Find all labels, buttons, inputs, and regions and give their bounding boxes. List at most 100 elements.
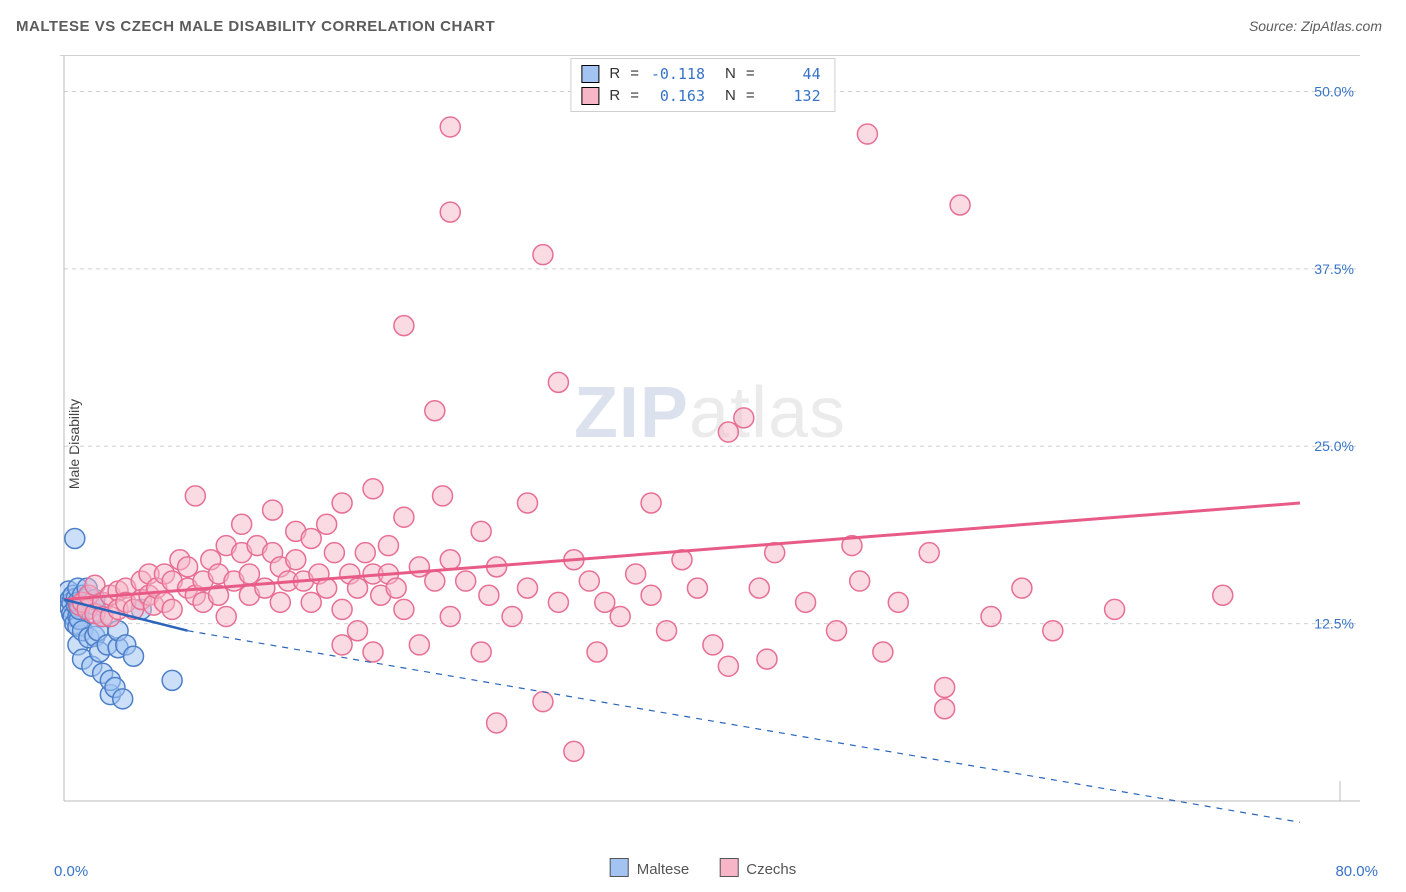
data-point-czechs bbox=[394, 507, 414, 527]
data-point-czechs bbox=[440, 550, 460, 570]
data-point-czechs bbox=[409, 557, 429, 577]
data-point-czechs bbox=[348, 621, 368, 641]
chart-area: Male Disability ZIPatlas 12.5%25.0%37.5%… bbox=[60, 55, 1360, 831]
data-point-czechs bbox=[873, 642, 893, 662]
data-point-czechs bbox=[440, 202, 460, 222]
data-point-czechs bbox=[232, 514, 252, 534]
data-point-czechs bbox=[456, 571, 476, 591]
data-point-czechs bbox=[332, 599, 352, 619]
data-point-czechs bbox=[1213, 585, 1233, 605]
data-point-czechs bbox=[301, 592, 321, 612]
data-point-czechs bbox=[324, 543, 344, 563]
data-point-czechs bbox=[471, 521, 491, 541]
data-point-maltese bbox=[162, 670, 182, 690]
data-point-czechs bbox=[502, 607, 522, 627]
legend-row-czechs: R = 0.163 N = 132 bbox=[581, 85, 820, 107]
y-tick-label: 37.5% bbox=[1314, 261, 1354, 277]
data-point-maltese bbox=[65, 528, 85, 548]
data-point-czechs bbox=[409, 635, 429, 655]
data-point-czechs bbox=[425, 401, 445, 421]
data-point-czechs bbox=[981, 607, 1001, 627]
data-point-czechs bbox=[386, 578, 406, 598]
data-point-czechs bbox=[641, 493, 661, 513]
data-point-czechs bbox=[587, 642, 607, 662]
r-value-maltese: -0.118 bbox=[649, 63, 705, 85]
swatch-maltese bbox=[581, 65, 599, 83]
data-point-czechs bbox=[255, 578, 275, 598]
data-point-czechs bbox=[317, 514, 337, 534]
data-point-czechs bbox=[703, 635, 723, 655]
data-point-czechs bbox=[332, 635, 352, 655]
data-point-czechs bbox=[850, 571, 870, 591]
r-value-czechs: 0.163 bbox=[649, 85, 705, 107]
data-point-czechs bbox=[518, 493, 538, 513]
data-point-czechs bbox=[657, 621, 677, 641]
correlation-legend: R = -0.118 N = 44 R = 0.163 N = 132 bbox=[570, 58, 835, 112]
data-point-czechs bbox=[332, 493, 352, 513]
trendline-maltese-extrapolated bbox=[188, 631, 1300, 823]
data-point-czechs bbox=[548, 372, 568, 392]
data-point-czechs bbox=[641, 585, 661, 605]
data-point-czechs bbox=[433, 486, 453, 506]
data-point-czechs bbox=[857, 124, 877, 144]
data-point-czechs bbox=[734, 408, 754, 428]
data-point-czechs bbox=[935, 699, 955, 719]
data-point-czechs bbox=[394, 599, 414, 619]
data-point-czechs bbox=[757, 649, 777, 669]
data-point-czechs bbox=[564, 741, 584, 761]
data-point-czechs bbox=[626, 564, 646, 584]
data-point-czechs bbox=[270, 592, 290, 612]
data-point-czechs bbox=[1012, 578, 1032, 598]
data-point-czechs bbox=[935, 677, 955, 697]
y-tick-label: 25.0% bbox=[1314, 438, 1354, 454]
data-point-czechs bbox=[378, 536, 398, 556]
data-point-czechs bbox=[610, 607, 630, 627]
data-point-czechs bbox=[239, 564, 259, 584]
data-point-czechs bbox=[440, 117, 460, 137]
data-point-czechs bbox=[394, 316, 414, 336]
data-point-maltese bbox=[124, 646, 144, 666]
data-point-czechs bbox=[796, 592, 816, 612]
swatch-icon bbox=[719, 858, 738, 877]
data-point-czechs bbox=[348, 578, 368, 598]
data-point-czechs bbox=[718, 422, 738, 442]
data-point-czechs bbox=[533, 245, 553, 265]
swatch-icon bbox=[610, 858, 629, 877]
y-tick-label: 50.0% bbox=[1314, 83, 1354, 99]
data-point-czechs bbox=[687, 578, 707, 598]
legend-item-czechs: Czechs bbox=[719, 858, 796, 878]
data-point-czechs bbox=[749, 578, 769, 598]
data-point-czechs bbox=[162, 599, 182, 619]
data-point-czechs bbox=[479, 585, 499, 605]
data-point-czechs bbox=[518, 578, 538, 598]
data-point-czechs bbox=[827, 621, 847, 641]
y-tick-label: 12.5% bbox=[1314, 616, 1354, 632]
source-attribution: Source: ZipAtlas.com bbox=[1249, 18, 1382, 34]
data-point-czechs bbox=[718, 656, 738, 676]
legend-row-maltese: R = -0.118 N = 44 bbox=[581, 63, 820, 85]
data-point-czechs bbox=[487, 713, 507, 733]
data-point-czechs bbox=[363, 479, 383, 499]
data-point-czechs bbox=[471, 642, 491, 662]
data-point-czechs bbox=[950, 195, 970, 215]
data-point-czechs bbox=[178, 557, 198, 577]
data-point-czechs bbox=[548, 592, 568, 612]
data-point-czechs bbox=[595, 592, 615, 612]
data-point-czechs bbox=[919, 543, 939, 563]
data-point-czechs bbox=[1043, 621, 1063, 641]
data-point-czechs bbox=[440, 607, 460, 627]
data-point-maltese bbox=[113, 689, 133, 709]
swatch-czechs bbox=[581, 87, 599, 105]
data-point-czechs bbox=[1105, 599, 1125, 619]
data-point-czechs bbox=[425, 571, 445, 591]
scatter-plot: 12.5% 25.0% 37.5% 50.0% bbox=[60, 56, 1360, 831]
n-value-czechs: 132 bbox=[765, 85, 821, 107]
data-point-czechs bbox=[301, 528, 321, 548]
chart-title: MALTESE VS CZECH MALE DISABILITY CORRELA… bbox=[16, 18, 495, 35]
data-point-czechs bbox=[185, 486, 205, 506]
data-point-czechs bbox=[363, 642, 383, 662]
data-point-czechs bbox=[216, 607, 236, 627]
data-point-czechs bbox=[579, 571, 599, 591]
data-point-czechs bbox=[888, 592, 908, 612]
data-point-czechs bbox=[355, 543, 375, 563]
